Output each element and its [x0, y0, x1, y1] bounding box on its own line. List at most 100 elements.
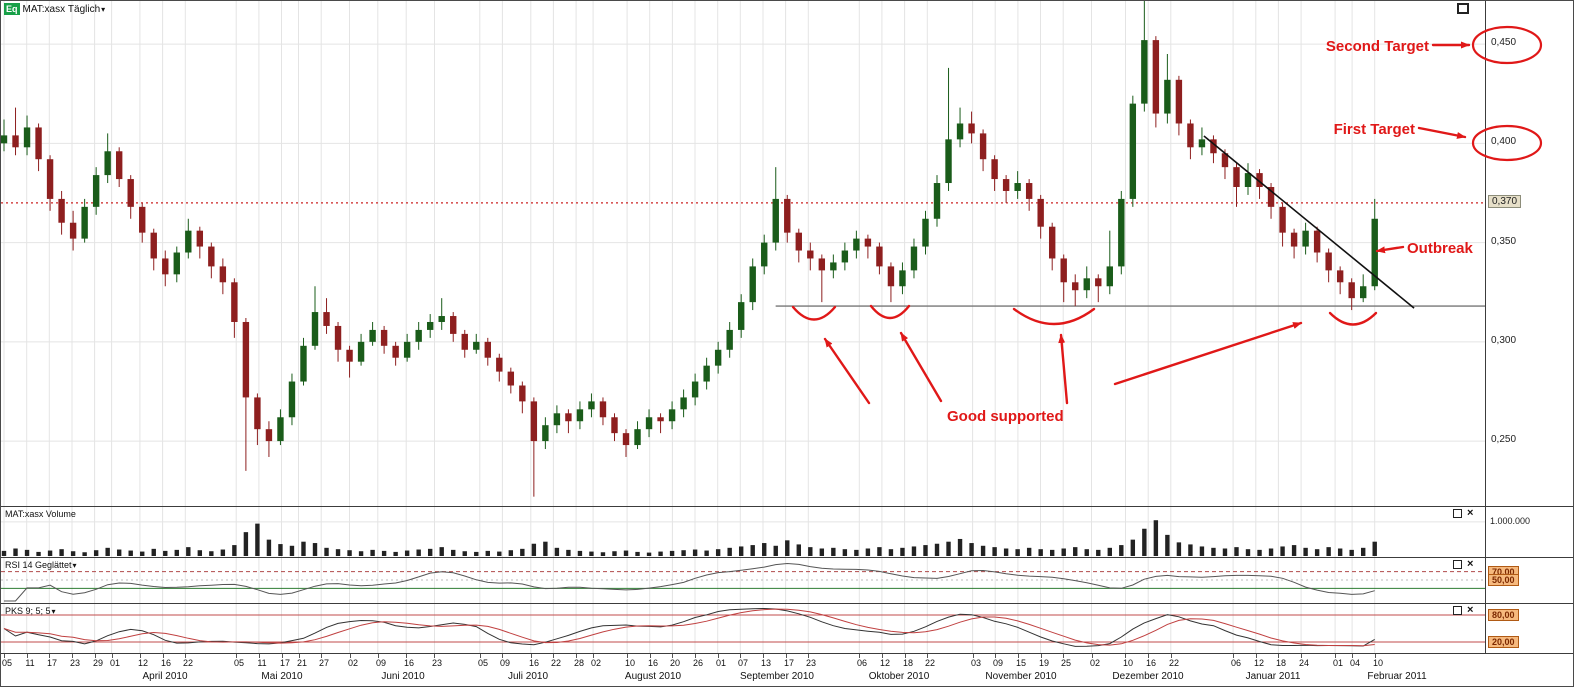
- candle-body: [242, 321, 250, 398]
- date-tick: [1018, 654, 1019, 658]
- volume-bar: [923, 545, 928, 556]
- volume-bar: [1268, 548, 1274, 556]
- volume-bar: [577, 550, 583, 556]
- candle-body: [1060, 258, 1067, 283]
- date-tick: [480, 654, 481, 658]
- date-tick: [1278, 654, 1279, 658]
- volume-bar: [1303, 547, 1308, 556]
- volume-bar: [900, 547, 905, 556]
- candle-body: [1256, 173, 1263, 188]
- date-tick-label: 16: [403, 658, 414, 668]
- candle-body: [910, 246, 918, 271]
- volume-bar: [646, 552, 652, 556]
- candle-body: [761, 242, 768, 267]
- volume-bar: [612, 551, 617, 556]
- date-tick: [859, 654, 860, 658]
- date-tick: [378, 654, 379, 658]
- date-tick-label: 04: [1349, 658, 1360, 668]
- candle-body: [1359, 286, 1367, 299]
- volume-panel-buttons: ×: [1453, 507, 1474, 519]
- volume-maximize-button[interactable]: [1453, 509, 1462, 518]
- rsi-close-button[interactable]: ×: [1467, 558, 1474, 570]
- volume-chart-canvas[interactable]: [1, 507, 1485, 557]
- date-tick-label: 29: [92, 658, 103, 668]
- volume-bar: [888, 549, 894, 556]
- date-tick: [576, 654, 577, 658]
- volume-bar: [278, 544, 283, 556]
- rsi-panel-title[interactable]: RSI 14 Geglättet▾: [5, 560, 77, 570]
- volume-bar: [1245, 549, 1251, 556]
- candle-body: [357, 341, 365, 362]
- date-tick: [593, 654, 594, 658]
- volume-bar: [1349, 549, 1354, 556]
- date-tick: [718, 654, 719, 658]
- date-tick: [406, 654, 407, 658]
- stochastic-chart-canvas[interactable]: [1, 604, 1485, 653]
- candle-body: [81, 206, 88, 239]
- date-tick-label: 09: [992, 658, 1003, 668]
- volume-bar: [312, 543, 318, 556]
- rsi-maximize-button[interactable]: [1453, 560, 1462, 569]
- volume-bar: [1119, 545, 1124, 556]
- candle-body: [1187, 123, 1194, 148]
- candle-body: [1175, 79, 1183, 124]
- volume-bar: [381, 550, 387, 556]
- candle-body: [507, 371, 515, 386]
- symbol-timeframe-button[interactable]: MAT:xasx Täglich▾: [23, 4, 106, 15]
- candle-body: [634, 429, 641, 446]
- candle-body: [968, 123, 975, 134]
- price-axis-label: 0,350: [1491, 236, 1517, 247]
- volume-bar: [681, 550, 686, 556]
- date-tick-label: 27: [318, 658, 329, 668]
- volume-bar: [347, 550, 352, 556]
- volume-bar: [1326, 547, 1331, 556]
- candle-body: [1129, 103, 1137, 199]
- date-tick-label: 01: [715, 658, 726, 668]
- price-chart-canvas[interactable]: [1, 1, 1485, 506]
- volume-bar: [715, 549, 721, 556]
- date-tick-label: 10: [624, 658, 635, 668]
- date-tick: [163, 654, 164, 658]
- candle-body: [450, 316, 457, 334]
- candle-body: [438, 316, 445, 322]
- candle-body: [899, 270, 906, 287]
- candle-body: [473, 341, 480, 350]
- stochastic-panel-title[interactable]: PKS 9; 5; 5▾: [5, 606, 56, 616]
- candle-body: [864, 238, 872, 247]
- candle-body: [311, 312, 319, 346]
- price-axis-label: 0,400: [1491, 136, 1517, 147]
- candle-body: [461, 333, 468, 350]
- date-tick-label: 11: [257, 658, 267, 668]
- stochastic-level-label: 20,00: [1488, 636, 1519, 648]
- date-tick: [740, 654, 741, 658]
- volume-bar: [1199, 546, 1205, 556]
- date-tick-label: 22: [924, 658, 935, 668]
- date-tick: [282, 654, 283, 658]
- window-restore-button[interactable]: [1457, 3, 1469, 14]
- stochastic-maximize-button[interactable]: [1453, 606, 1462, 615]
- volume-bar: [946, 541, 951, 556]
- candle-body: [1221, 153, 1229, 168]
- volume-bar: [451, 549, 456, 556]
- volume-panel-title: MAT:xasx Volume: [5, 509, 76, 519]
- volume-bar: [36, 551, 41, 556]
- volume-bar: [773, 545, 778, 556]
- date-tick: [1256, 654, 1257, 658]
- price-axis-label: 0,250: [1491, 434, 1517, 445]
- rsi-line: [4, 562, 1375, 602]
- descending-trendline: [1203, 135, 1415, 309]
- candle-body: [415, 329, 422, 342]
- volume-bar: [335, 549, 341, 556]
- date-tick-label: 12: [1253, 658, 1264, 668]
- volume-bar: [485, 550, 490, 556]
- candle-body: [392, 345, 399, 358]
- volume-bar: [1142, 528, 1147, 556]
- stochastic-close-button[interactable]: ×: [1467, 604, 1474, 616]
- volume-close-button[interactable]: ×: [1467, 507, 1474, 519]
- rsi-chart-canvas[interactable]: [1, 558, 1485, 603]
- date-tick: [1171, 654, 1172, 658]
- volume-bar: [1153, 520, 1159, 556]
- candle-body: [1037, 198, 1044, 227]
- candle-body: [576, 409, 584, 422]
- candle-body: [196, 230, 204, 247]
